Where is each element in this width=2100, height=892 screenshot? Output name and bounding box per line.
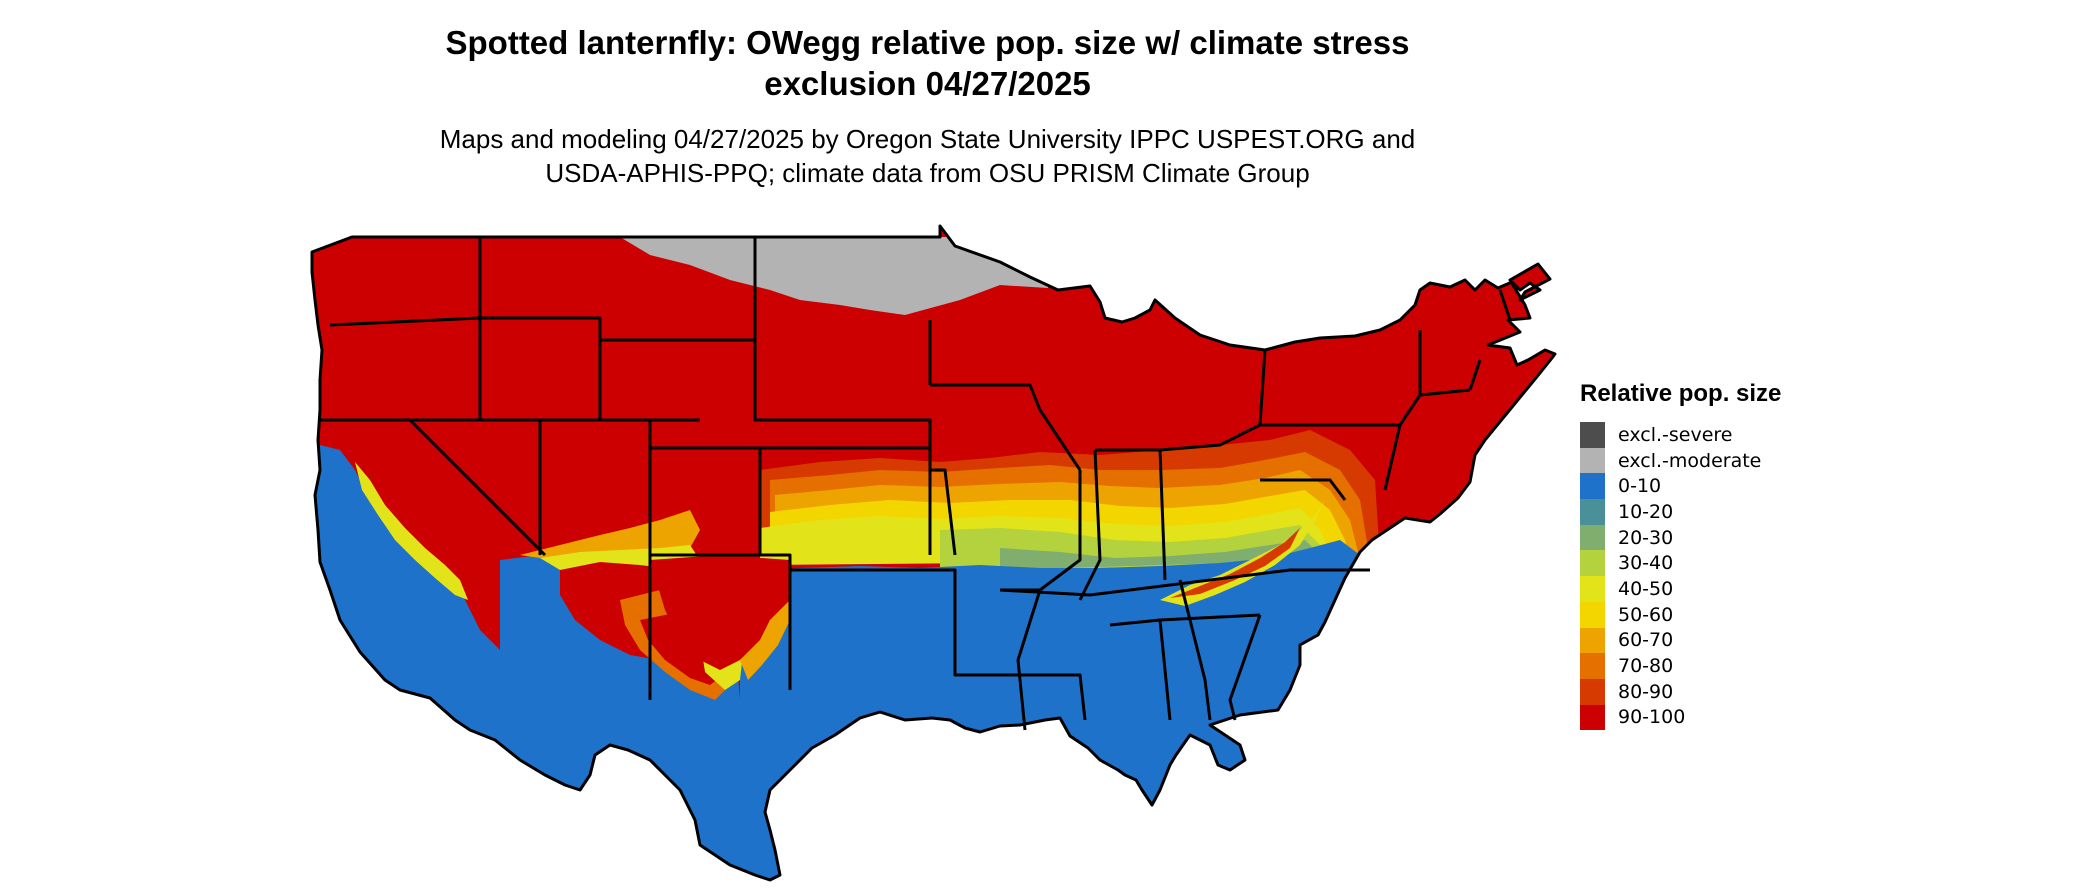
legend-label: 60-70 <box>1618 629 1674 652</box>
legend-label: 90-100 <box>1618 706 1686 729</box>
legend-item: 70-80 <box>1580 653 1781 679</box>
legend-item: 80-90 <box>1580 678 1781 705</box>
legend-label: 50-60 <box>1618 603 1674 626</box>
legend-label: 80-90 <box>1618 680 1674 703</box>
legend-label: excl.-severe <box>1618 423 1733 446</box>
legend-swatch <box>1580 678 1605 705</box>
legend-swatch <box>1580 473 1605 500</box>
subtitle-line-2: USDA-APHIS-PPQ; climate data from OSU PR… <box>545 158 1310 188</box>
legend-swatch <box>1580 447 1605 474</box>
title-line-1: Spotted lanternfly: OWegg relative pop. … <box>445 24 1410 61</box>
legend-item: 10-20 <box>1580 499 1781 525</box>
legend-item: excl.-moderate <box>1580 447 1781 474</box>
legend-swatch <box>1580 601 1605 628</box>
legend-item: 60-70 <box>1580 627 1781 654</box>
legend-swatch <box>1580 704 1605 731</box>
legend-label: 20-30 <box>1618 526 1674 549</box>
legend-swatch <box>1580 653 1605 679</box>
legend-swatch <box>1580 524 1605 551</box>
legend-swatch <box>1580 627 1605 654</box>
legend: Relative pop. size excl.-severe excl.-mod… <box>1580 380 1782 731</box>
subtitle-line-1: Maps and modeling 04/27/2025 by Oregon S… <box>439 124 1416 154</box>
legend-label: excl.-moderate <box>1618 449 1762 472</box>
legend-item: 50-60 <box>1580 601 1781 628</box>
legend-label: 0-10 <box>1618 475 1662 498</box>
legend-swatch <box>1580 576 1605 602</box>
legend-items: excl.-severe excl.-moderate 0-10 10-20 20-30… <box>1580 422 1781 731</box>
legend-item: excl.-severe <box>1580 422 1781 448</box>
map-title: Spotted lanternfly: OWegg relative pop. … <box>300 22 1555 104</box>
legend-item: 40-50 <box>1580 576 1781 602</box>
legend-title: Relative pop. size <box>1580 380 1782 407</box>
legend-swatch <box>1580 499 1605 525</box>
legend-label: 10-20 <box>1618 500 1674 523</box>
legend-swatch <box>1580 422 1605 448</box>
legend-item: 20-30 <box>1580 524 1781 551</box>
legend-label: 40-50 <box>1618 577 1674 600</box>
title-line-2: exclusion 04/27/2025 <box>764 65 1091 102</box>
legend-label: 30-40 <box>1618 552 1674 575</box>
map-subtitle: Maps and modeling 04/27/2025 by Oregon S… <box>300 122 1555 190</box>
legend-label: 70-80 <box>1618 655 1674 678</box>
legend-item: 90-100 <box>1580 704 1781 731</box>
legend-item: 30-40 <box>1580 550 1781 577</box>
legend-swatch <box>1580 550 1605 577</box>
legend-item: 0-10 <box>1580 473 1781 500</box>
